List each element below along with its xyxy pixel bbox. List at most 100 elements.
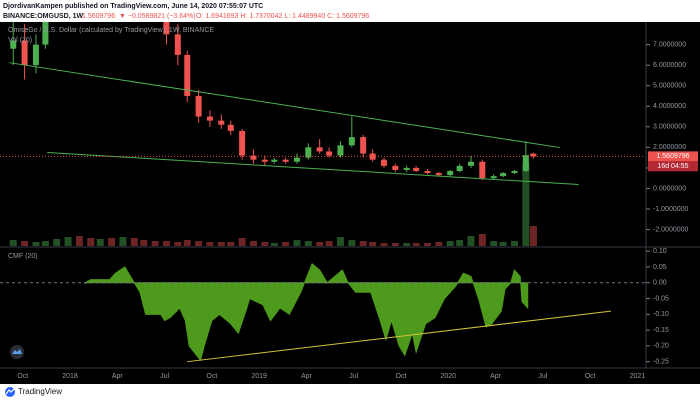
volume-bar [529,226,537,246]
candle-body [467,161,474,166]
chart-bg [0,22,700,384]
volume-bar [403,243,411,246]
plot [83,262,612,363]
y-tick-label: 0.10 [653,248,667,255]
volume-bar [336,237,344,246]
candle-body [174,34,181,55]
y-tick-label: -0.25 [653,359,669,366]
tv-logo [5,387,15,397]
volume-bar [304,241,312,246]
y-tick-label: -0.15 [653,327,669,334]
candle-body [435,173,442,176]
volume-bar [41,241,49,246]
countdown-tag [648,161,698,172]
candle-body [490,176,497,179]
change: ▼ −0.0589821 (−3.64%) [119,13,196,20]
candle-body [326,151,333,156]
y-tick-label: -2.0000000 [653,226,689,233]
candle-body [413,167,420,171]
candle-body [271,159,278,162]
volume-bar [478,234,486,246]
volume-bar [499,242,507,246]
brand: TradingView [18,387,62,396]
volume-bar [32,242,40,246]
y-tick-label: 5.0000000 [653,83,686,90]
volume-bar [510,241,518,246]
candle-body [163,22,170,35]
volume-bar [227,242,235,246]
last-price: 1.5609796 [82,13,115,20]
volume-bar [21,241,29,246]
x-tick-label: 2021 [630,373,646,380]
x-tick-label: 2018 [62,373,78,380]
candle-body [305,147,312,158]
volume-bar [391,243,399,246]
x-tick-label: Oct [17,373,28,380]
volume-bar [151,241,159,246]
y-tick-label: -1.0000000 [653,206,689,213]
volume-bar [380,243,388,246]
countdown-label: 16d 04:55 [657,163,688,170]
y-tick-label: 6.0000000 [653,62,686,69]
y-tick-label: -0.10 [653,311,669,318]
candle-body [479,161,486,179]
trendline [47,151,579,186]
candle-body [218,120,225,125]
header-bg [0,0,700,22]
candle-body [392,165,399,170]
candle-body [42,22,49,45]
volume-bar [183,240,191,246]
candle-body [282,159,289,162]
x-tick-label: Apr [301,373,313,380]
y-tick-label: 0.05 [653,264,667,271]
volume-bar [130,238,138,246]
volume-bar [174,242,182,246]
candle-body [184,54,191,96]
candle-body [380,159,387,166]
candle-body [500,173,507,177]
candle-body [250,155,257,160]
candle-body [206,116,213,121]
volume-bar [423,243,431,246]
last-price-label: 1.5609796 [656,153,689,160]
x-tick-label: Jul [349,373,358,380]
plot [9,22,579,246]
volume-bar [369,242,377,246]
volume-bar [96,239,104,246]
x-tick-label: 2020 [440,373,456,380]
candle-body [511,170,518,174]
candle-body [32,44,39,66]
candle-body [337,145,344,156]
volume-bar [435,242,443,246]
pane-title: OmiseGo / U.S. Dollar (calculated by Tra… [8,27,214,34]
y-tick-label: 0.0000000 [653,185,686,192]
volume-bar [348,240,356,246]
y-tick-label: 0.00 [653,280,667,287]
candle-body [316,147,323,152]
cmf-area [83,262,529,362]
volume-bar [261,242,269,246]
volume-bar [75,236,83,246]
volume-bar [490,241,498,246]
candle-body [456,165,463,171]
volume-bar [467,236,475,246]
volume-bar [238,238,246,246]
volume-bar [316,242,324,246]
candle-body [530,153,537,157]
candle-body [195,95,202,117]
volume-bar [412,243,420,246]
volume-bar [446,241,454,246]
volume-bar [270,243,278,246]
candle-body [403,167,410,170]
y-tick-label: 7.0000000 [653,41,686,48]
x-tick-label: Apr [112,373,124,380]
candle-body [261,159,268,162]
x-tick-label: Apr [490,373,502,380]
volume-bar [162,241,170,246]
volume-bar [359,241,367,246]
candle-body [227,124,234,131]
volume-bar [140,240,148,246]
candle-body [239,130,246,156]
volume-bar [119,237,127,246]
x-tick-label: 2019 [251,373,267,380]
